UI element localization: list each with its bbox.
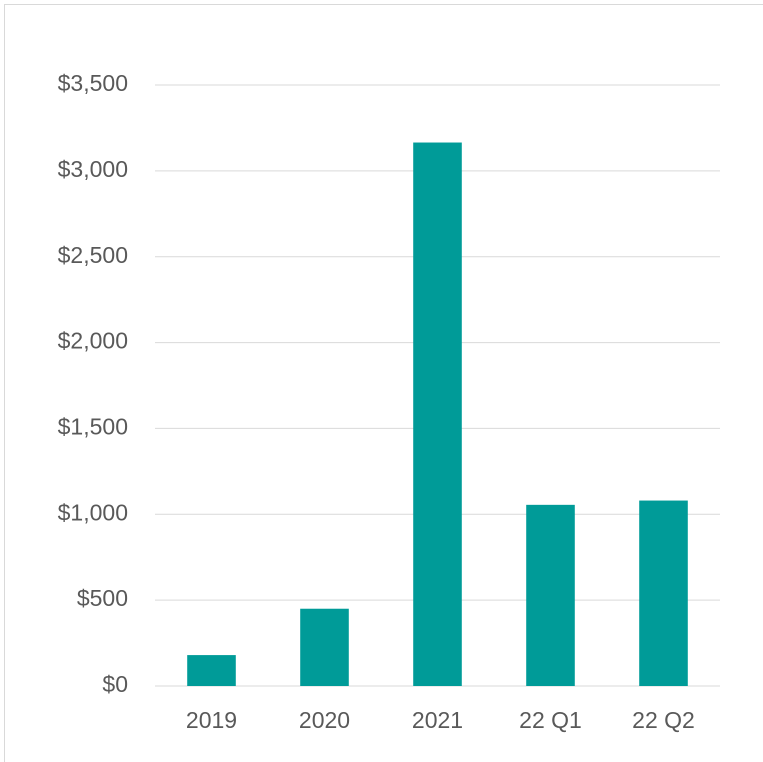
- x-tick-label: 2019: [186, 707, 237, 733]
- y-tick-label: $0: [102, 671, 128, 697]
- y-tick-label: $500: [77, 585, 128, 611]
- bar: [300, 608, 349, 686]
- bar: [639, 500, 688, 686]
- x-tick-label: 22 Q2: [632, 707, 695, 733]
- y-tick-label: $3,500: [58, 70, 128, 96]
- y-tick-label: $1,500: [58, 414, 128, 440]
- y-tick-label: $1,000: [58, 499, 128, 525]
- bar: [526, 504, 575, 686]
- x-tick-label: 2021: [412, 707, 463, 733]
- bar: [413, 142, 462, 686]
- x-tick-label: 22 Q1: [519, 707, 582, 733]
- chart-frame: [4, 4, 763, 762]
- x-tick-label: 2020: [299, 707, 350, 733]
- bar: [187, 655, 236, 686]
- y-tick-label: $3,000: [58, 156, 128, 182]
- y-tick-label: $2,500: [58, 242, 128, 268]
- y-tick-label: $2,000: [58, 328, 128, 354]
